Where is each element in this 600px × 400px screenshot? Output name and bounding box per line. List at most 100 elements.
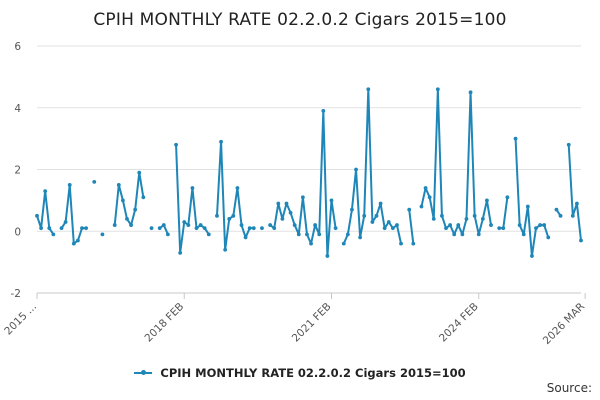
data-point [76, 238, 80, 243]
data-point [149, 226, 154, 231]
data-point [112, 223, 117, 227]
data-point [386, 220, 391, 224]
data-point [321, 108, 326, 113]
data-point [215, 213, 219, 218]
data-point [427, 195, 432, 200]
series-line [60, 183, 87, 245]
data-point [374, 213, 379, 218]
data-point [92, 179, 97, 184]
data-point [296, 232, 301, 237]
legend-swatch-icon [134, 369, 153, 375]
series-line [567, 144, 582, 241]
data-point [411, 241, 416, 246]
data-point [513, 136, 518, 141]
data-point [231, 213, 236, 218]
data-point [223, 247, 228, 252]
data-point [575, 201, 579, 206]
data-point [407, 207, 412, 212]
data-point [194, 226, 199, 231]
data-point [501, 226, 506, 231]
data-point [468, 90, 473, 95]
data-point [182, 220, 187, 224]
data-point [448, 223, 453, 227]
data-point [452, 232, 457, 237]
data-point [309, 241, 313, 246]
data-point [35, 213, 39, 218]
data-point [247, 226, 252, 231]
data-point [333, 226, 338, 231]
data-point [341, 241, 346, 246]
data-point [350, 207, 354, 212]
data-point [534, 226, 538, 231]
data-point [460, 232, 465, 237]
data-point [444, 226, 448, 231]
y-tick-label: 4 [14, 103, 21, 115]
data-point [542, 223, 547, 227]
x-tick-label: 2024 FEB [437, 301, 481, 345]
data-point [456, 223, 461, 227]
data-point [219, 139, 223, 144]
data-point [284, 201, 289, 206]
data-point [497, 226, 502, 231]
x-tick-label: 2021 FEB [290, 301, 334, 345]
data-point [235, 186, 240, 190]
data-point [116, 183, 121, 187]
data-point [419, 204, 424, 209]
data-point [317, 232, 322, 237]
data-point [579, 238, 583, 243]
data-point [378, 201, 383, 206]
data-point [300, 195, 305, 200]
series-line [499, 197, 509, 230]
data-point [546, 235, 551, 240]
data-point [530, 254, 534, 258]
y-tick-label: 0 [14, 226, 21, 238]
data-point [174, 142, 178, 147]
data-point [325, 254, 330, 258]
data-point [165, 232, 170, 237]
data-point [276, 201, 281, 206]
data-point [476, 232, 481, 237]
data-point [178, 250, 183, 255]
data-point [358, 235, 363, 240]
data-point [272, 226, 277, 231]
data-point [137, 170, 142, 175]
data-point [521, 232, 526, 237]
data-point [80, 226, 84, 231]
chart-title: CPIH MONTHLY RATE 02.2.0.2 Cigars 2015=1… [93, 10, 507, 30]
data-point [190, 186, 195, 190]
data-point [206, 232, 211, 237]
series-line [269, 109, 337, 257]
x-tick-label: 2015 ... [2, 301, 39, 338]
legend[interactable]: CPIH MONTHLY RATE 02.2.0.2 Cigars 2015=1… [0, 366, 600, 380]
data-point [84, 226, 88, 231]
data-point [202, 226, 207, 231]
data-point [133, 207, 138, 212]
data-point [566, 142, 571, 147]
data-point [47, 226, 52, 231]
data-point [67, 183, 72, 187]
data-point [227, 217, 232, 221]
data-point [239, 223, 244, 227]
series-line [408, 209, 415, 244]
data-point [525, 204, 530, 209]
data-point [161, 223, 166, 227]
data-point [288, 210, 293, 215]
data-point [570, 213, 575, 218]
data-point [423, 186, 428, 190]
axes: -2 0 2 4 6 2015 ... 2018 FEB 2021 FEB 2024 FEB 20… [2, 41, 587, 347]
data-point [440, 213, 444, 218]
source-label: Source: [546, 381, 592, 395]
data-point [390, 226, 395, 231]
data-point [59, 226, 64, 231]
data-point [63, 220, 68, 224]
data-point [399, 241, 403, 246]
data-point [366, 87, 371, 92]
x-tick-label: 2026 MAR [541, 301, 587, 347]
data-point [505, 195, 510, 200]
data-point [489, 223, 493, 227]
data-point [280, 217, 285, 221]
data-point [554, 207, 559, 212]
series-line [175, 144, 210, 254]
series-layer [35, 87, 583, 258]
data-point [538, 223, 542, 227]
